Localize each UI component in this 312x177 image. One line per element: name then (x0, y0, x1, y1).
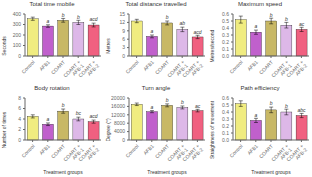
svg-text:ac: ac (195, 103, 201, 109)
svg-text:ac: ac (299, 21, 304, 27)
svg-text:0.6: 0.6 (222, 95, 229, 101)
svg-text:abc: abc (298, 107, 304, 113)
svg-text:b: b (166, 97, 169, 103)
svg-text:3: 3 (122, 44, 125, 50)
svg-text:0.3: 0.3 (222, 32, 229, 38)
svg-text:Control: Control (20, 59, 36, 75)
svg-text:acd: acd (194, 29, 202, 35)
svg-text:acd: acd (90, 113, 98, 119)
svg-text:b: b (270, 12, 273, 18)
svg-text:20000: 20000 (111, 95, 125, 101)
svg-text:b: b (62, 102, 65, 108)
svg-text:AFB1: AFB1 (246, 143, 259, 156)
svg-text:12000: 12000 (111, 112, 125, 118)
svg-text:8000: 8000 (114, 120, 125, 126)
svg-text:400: 400 (13, 11, 22, 17)
svg-text:2: 2 (18, 126, 21, 132)
svg-text:b: b (166, 14, 169, 20)
svg-text:0: 0 (122, 137, 125, 143)
svg-text:0.4: 0.4 (222, 25, 229, 31)
svg-text:0.4: 0.4 (222, 109, 229, 115)
svg-text:0: 0 (122, 53, 125, 59)
svg-text:b: b (77, 14, 80, 20)
svg-text:b: b (181, 99, 184, 105)
svg-text:ab: ab (180, 20, 186, 26)
svg-text:0.5: 0.5 (222, 18, 229, 24)
svg-text:9: 9 (122, 28, 125, 34)
svg-text:0.5: 0.5 (222, 102, 229, 108)
svg-text:AFB1: AFB1 (38, 143, 51, 156)
svg-text:0.3: 0.3 (222, 116, 229, 122)
svg-text:0.2: 0.2 (222, 123, 229, 129)
svg-text:0: 0 (18, 137, 21, 143)
svg-text:0.1: 0.1 (222, 46, 229, 52)
svg-text:COART +AFB-2: COART +AFB-2 (77, 143, 100, 166)
svg-text:8: 8 (18, 95, 21, 101)
svg-text:AFB1: AFB1 (246, 59, 259, 72)
svg-text:300: 300 (13, 21, 22, 27)
svg-text:Control: Control (228, 143, 244, 159)
svg-text:0: 0 (18, 53, 21, 59)
svg-text:COART +AFB-2: COART +AFB-2 (181, 143, 204, 166)
svg-text:COART +AFB-2: COART +AFB-2 (181, 59, 204, 82)
svg-text:Control: Control (124, 143, 140, 159)
svg-text:a: a (47, 18, 50, 24)
svg-text:16000: 16000 (111, 103, 125, 109)
svg-text:12: 12 (119, 19, 125, 25)
svg-text:0.2: 0.2 (222, 39, 229, 45)
svg-text:Control: Control (124, 59, 140, 75)
svg-text:0.6: 0.6 (222, 11, 229, 17)
svg-text:b: b (270, 100, 273, 106)
svg-text:0.0: 0.0 (222, 53, 229, 59)
svg-text:a: a (151, 28, 154, 34)
svg-text:200: 200 (13, 32, 22, 38)
svg-text:b: b (285, 16, 288, 22)
svg-text:a: a (151, 104, 154, 110)
svg-text:a: a (255, 23, 258, 29)
svg-text:15: 15 (119, 11, 125, 17)
svg-text:4000: 4000 (114, 128, 125, 134)
svg-text:COART +AFB-2: COART +AFB-2 (77, 59, 100, 82)
svg-text:Control: Control (228, 59, 244, 75)
svg-text:Control: Control (20, 143, 36, 159)
svg-text:6: 6 (122, 36, 125, 42)
svg-text:COART +AFB-2: COART +AFB-2 (285, 59, 304, 82)
svg-text:a: a (255, 112, 258, 118)
svg-text:bc: bc (76, 110, 82, 116)
svg-text:100: 100 (13, 42, 22, 48)
svg-text:acd: acd (90, 16, 98, 22)
svg-text:AFB1: AFB1 (38, 59, 51, 72)
svg-text:b: b (285, 103, 288, 109)
svg-text:AFB1: AFB1 (142, 143, 155, 156)
svg-text:0.1: 0.1 (222, 130, 229, 136)
svg-text:4: 4 (18, 116, 21, 122)
svg-text:a: a (47, 116, 50, 122)
svg-text:COART +AFB-2: COART +AFB-2 (285, 143, 304, 166)
svg-text:b: b (62, 12, 65, 18)
svg-text:0.0: 0.0 (222, 137, 229, 143)
svg-text:6: 6 (18, 105, 21, 111)
svg-text:AFB1: AFB1 (142, 59, 155, 72)
